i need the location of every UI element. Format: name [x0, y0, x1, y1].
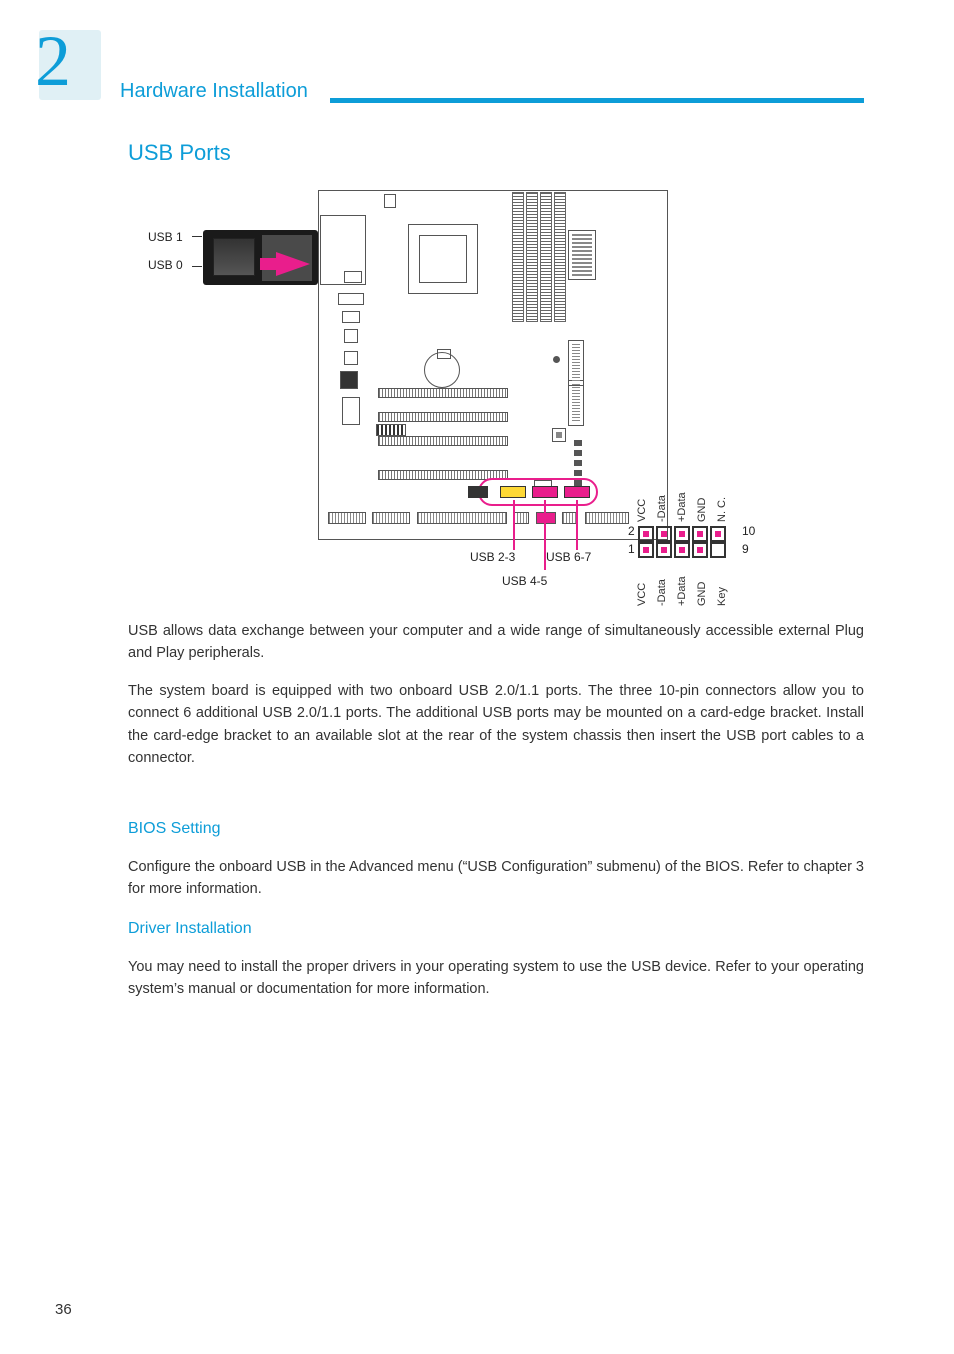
ide-connector	[568, 340, 584, 386]
chapter-title: Hardware Installation	[120, 80, 308, 103]
pin-label: -Data	[656, 495, 668, 522]
leader-line	[576, 500, 578, 550]
pin-label: +Data	[676, 576, 688, 606]
component	[552, 428, 566, 442]
front-panel-headers	[328, 512, 658, 530]
arrow-icon	[276, 252, 310, 276]
pci-slot	[378, 412, 508, 422]
label-usb0: USB 0	[148, 258, 183, 272]
header-block	[468, 486, 488, 498]
usb-header	[532, 486, 558, 498]
page-number: 36	[55, 1301, 72, 1318]
battery	[424, 352, 460, 388]
label-usb23: USB 2-3	[470, 550, 515, 564]
pin-label: +Data	[676, 492, 688, 522]
component	[384, 194, 396, 208]
paragraph: Configure the onboard USB in the Advance…	[128, 856, 864, 901]
label-usb45: USB 4-5	[502, 574, 547, 588]
pin-num-2: 2	[628, 524, 635, 538]
leader-line	[513, 500, 515, 550]
section-title: USB Ports	[128, 140, 231, 166]
cpu-socket	[408, 224, 478, 294]
chapter-rule	[330, 98, 864, 103]
pci-slot	[378, 388, 508, 398]
heading-bios: BIOS Setting	[128, 820, 221, 838]
io-panel	[320, 215, 370, 431]
pin-label: VCC	[636, 583, 648, 606]
leader-line	[192, 236, 202, 237]
label-usb1: USB 1	[148, 230, 183, 244]
pin-label: GND	[696, 582, 708, 606]
page: 2 Hardware Installation USB Ports USB 1 …	[0, 0, 954, 1354]
usb-header	[564, 486, 590, 498]
usb-header	[500, 486, 526, 498]
dimm-slot	[526, 192, 538, 322]
dimm-slot	[554, 192, 566, 322]
component	[376, 424, 406, 436]
diagram: USB 1 USB 0	[128, 180, 848, 600]
chapter-number: 2	[35, 20, 71, 103]
pin-label: -Data	[656, 579, 668, 606]
atx-power	[568, 230, 596, 280]
dimm-slot	[540, 192, 552, 322]
pin-num-1: 1	[628, 542, 635, 556]
component	[553, 356, 560, 363]
pin-label: Key	[716, 587, 728, 606]
pin-label: N. C.	[716, 497, 728, 522]
pin-label: VCC	[636, 499, 648, 522]
paragraph: USB allows data exchange between your co…	[128, 620, 864, 665]
pin-label: GND	[696, 498, 708, 522]
chapter-badge: 2	[35, 30, 105, 108]
ide-connector	[568, 380, 584, 426]
leader-line	[192, 266, 202, 267]
dimm-slot	[512, 192, 524, 322]
pci-slot	[378, 436, 508, 446]
heading-driver: Driver Installation	[128, 920, 252, 938]
label-usb67: USB 6-7	[546, 550, 591, 564]
paragraph: The system board is equipped with two on…	[128, 680, 864, 770]
paragraph: You may need to install the proper drive…	[128, 956, 864, 1001]
